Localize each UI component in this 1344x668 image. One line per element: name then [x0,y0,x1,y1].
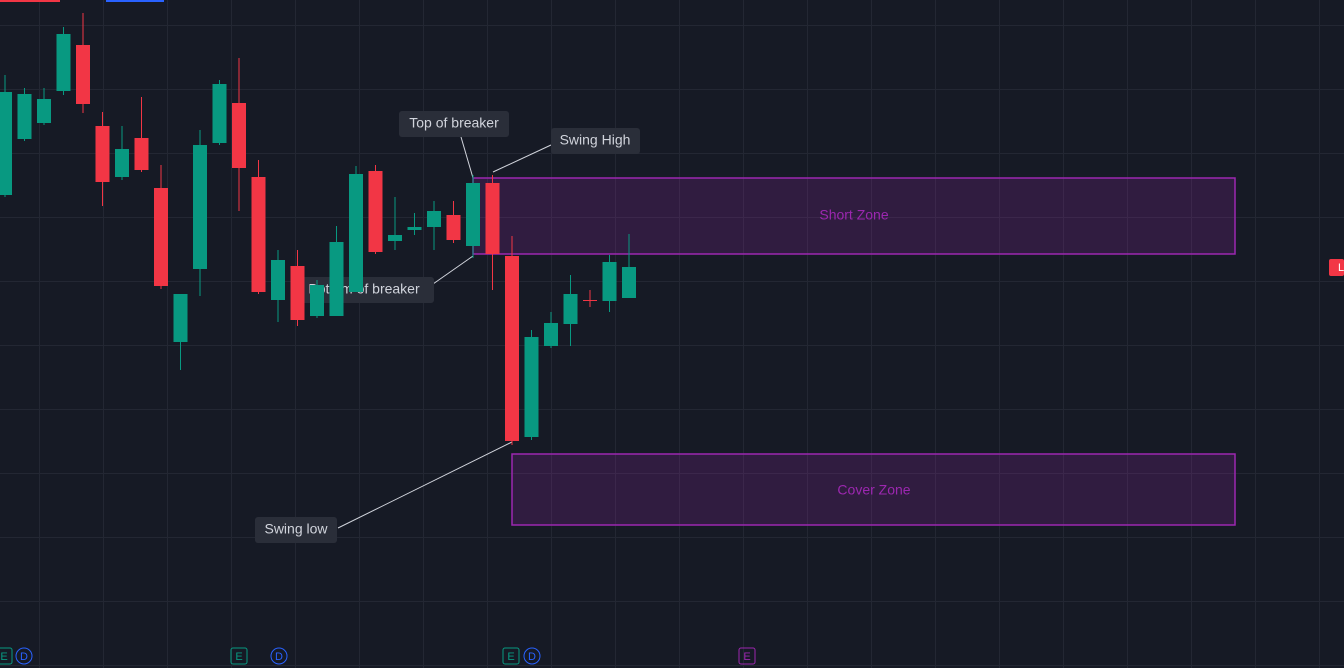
candle-body [583,300,597,301]
event-marker-label: D [528,651,536,663]
candle-body [17,94,32,139]
event-marker-label: E [235,651,242,663]
candle-body [485,183,500,254]
event-marker-label: E [0,651,7,663]
event-marker [502,647,520,665]
annotation-box [551,128,640,154]
candle-body [173,294,188,342]
short-zone [472,177,1236,255]
event-marker [230,647,248,665]
cover-zone [511,453,1236,526]
candle-body [0,92,12,195]
annotation-line [492,144,552,173]
top-tag [0,0,60,2]
event-marker-label: E [507,651,514,663]
candle-body [193,145,207,269]
annotation: Swing low [264,521,328,537]
annotation-box [399,111,509,137]
candle-body [95,126,110,182]
candle-body [310,285,324,316]
zone-label: Short Zone [819,207,888,223]
candle-body [602,262,617,301]
price-tag-label: L [1338,262,1344,274]
annotation: Bottom of breaker [308,281,420,297]
candle-body [290,266,305,320]
price-tag [1329,259,1344,276]
candle-body [407,227,422,230]
candle-body [368,171,383,252]
candle-body [329,242,344,316]
candle-body [115,149,129,177]
zone-label: Cover Zone [837,482,910,498]
event-marker [523,647,541,665]
event-marker-label: D [20,651,28,663]
annotation: Swing High [560,132,631,148]
candle-body [563,294,578,324]
candle-body [388,235,402,241]
top-tag [106,0,164,2]
event-marker [15,647,33,665]
candle-body [212,84,227,143]
candle-body [466,183,480,246]
candle-body [56,34,71,91]
candle-body [76,45,90,104]
event-marker-label: E [743,651,750,663]
event-marker [270,647,288,665]
event-marker [738,647,756,665]
candle-body [505,256,519,441]
annotation-box [293,277,434,303]
candle-body [427,211,441,227]
candle-body [524,337,539,437]
annotation-line [460,136,474,179]
candle-body [446,215,461,240]
annotation-line [337,441,513,529]
candle-body [349,174,363,292]
event-marker [0,647,13,665]
candle-body [232,103,246,168]
annotation: Top of breaker [409,115,499,131]
candle-body [271,260,285,300]
candle-body [134,138,149,170]
candle-body [544,323,558,346]
annotation-box [255,517,337,543]
annotation-line [432,255,474,285]
event-marker-label: D [275,651,283,663]
candle-body [622,267,636,298]
candle-body [37,99,51,123]
candle-body [251,177,266,292]
candle-body [154,188,168,286]
